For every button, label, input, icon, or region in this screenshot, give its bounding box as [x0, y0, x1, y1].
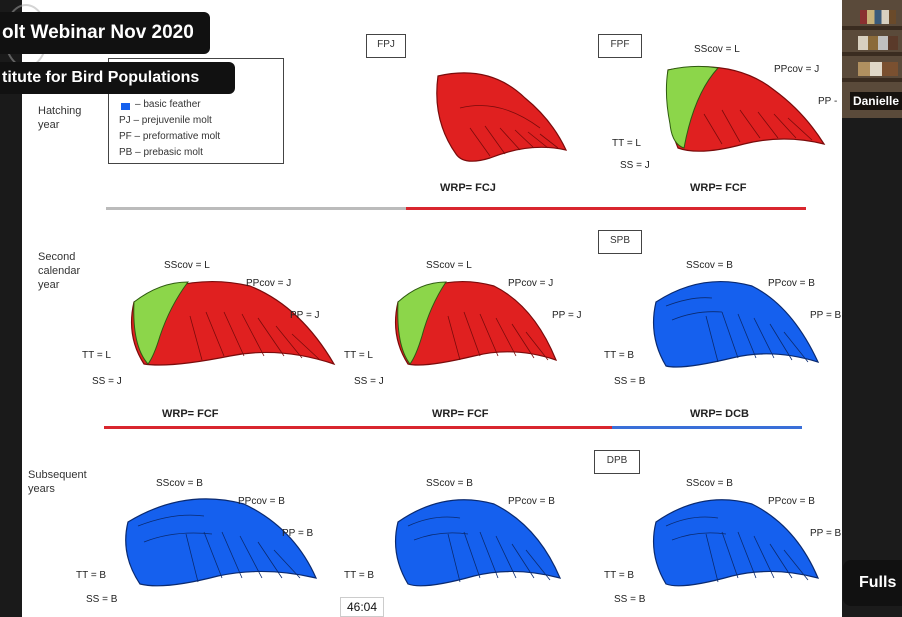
- wing-second-year-mixed-1: [130, 280, 336, 366]
- label-tt-fpf: TT = L: [612, 138, 641, 149]
- divider-gray: [106, 207, 406, 210]
- video-timecode: 46:04: [340, 597, 385, 617]
- label-tt-2y1: TT = L: [82, 350, 111, 361]
- wing-subsequent-blue-2: [394, 499, 562, 587]
- wrp-fcf-3: WRP= FCF: [432, 408, 489, 420]
- legend-item-basic: – basic feather: [135, 99, 201, 110]
- books: [860, 10, 896, 24]
- organization-overlay: titute for Bird Populations: [0, 62, 235, 94]
- label-pp-2y1: PP = J: [290, 310, 320, 321]
- label-pp-2y2: PP = J: [552, 310, 582, 321]
- label-tt-sub1: TT = B: [76, 570, 107, 581]
- row-label-hatching-year: Hatching year: [38, 105, 82, 131]
- bookshelf-shelf: [842, 52, 902, 56]
- label-ppcov-2y2: PPcov = J: [508, 278, 554, 289]
- wrp-fcf-1: WRP= FCF: [690, 182, 747, 194]
- row-label-second-calendar-year: Second calendar year: [38, 251, 81, 291]
- wrp-fcj: WRP= FCJ: [440, 182, 496, 194]
- label-sscov-sub1: SScov = B: [156, 478, 203, 489]
- row-label-subsequent-years: Subsequent years: [28, 469, 87, 495]
- label-sscov-2y1: SScov = L: [164, 260, 210, 271]
- wing-spb-blue: [652, 281, 820, 368]
- divider-red-2: [104, 426, 612, 429]
- participant-name-label: Danielle: [849, 92, 902, 110]
- bookshelf-shelf: [842, 26, 902, 30]
- wrp-dcb: WRP= DCB: [690, 408, 749, 420]
- label-ppcov-sub1: PPcov = B: [238, 496, 285, 507]
- label-sscov-spb: SScov = B: [686, 260, 733, 271]
- label-pp-dpb: PP = B: [810, 528, 842, 539]
- wing-fpj-red: [436, 72, 568, 162]
- label-ss-spb: SS = B: [614, 376, 646, 387]
- label-pp-spb: PP = B: [810, 310, 842, 321]
- legend-blue-swatch: [121, 103, 130, 110]
- books: [858, 62, 898, 76]
- legend-item-pb: PB – prebasic molt: [119, 147, 203, 158]
- label-ppcov-fpf: PPcov = J: [774, 64, 820, 75]
- label-tt-sub2: TT = B: [344, 570, 375, 581]
- stage-dpb: DPB: [594, 450, 640, 474]
- stage-fpf: FPF: [598, 34, 642, 58]
- label-ss-2y2: SS = J: [354, 376, 384, 387]
- stage-spb: SPB: [598, 230, 642, 254]
- label-ppcov-sub2: PPcov = B: [508, 496, 555, 507]
- label-ss-2y1: SS = J: [92, 376, 122, 387]
- stage-fpj: FPJ: [366, 34, 406, 58]
- label-sscov-2y2: SScov = L: [426, 260, 472, 271]
- label-sscov-sub2: SScov = B: [426, 478, 473, 489]
- label-pp-sub1: PP = B: [282, 528, 314, 539]
- label-ss-sub1: SS = B: [86, 594, 118, 605]
- legend-item-pf: PF – preformative molt: [119, 131, 221, 142]
- wing-subsequent-blue-3: [652, 499, 820, 587]
- legend-item-pj: PJ – prejuvenile molt: [119, 115, 212, 126]
- wrp-fcf-2: WRP= FCF: [162, 408, 219, 420]
- label-sscov-dpb: SScov = B: [686, 478, 733, 489]
- participant-video-tile[interactable]: Danielle: [842, 0, 902, 118]
- divider-red-1: [406, 207, 806, 210]
- wing-second-year-mixed-2: [394, 281, 558, 366]
- divider-blue: [612, 426, 802, 429]
- webinar-title-overlay: olt Webinar Nov 2020: [0, 12, 210, 54]
- label-ppcov-spb: PPcov = B: [768, 278, 815, 289]
- bookshelf-shelf: [842, 78, 902, 82]
- wing-fpf-mixed: [665, 65, 826, 152]
- label-tt-2y2: TT = L: [344, 350, 373, 361]
- label-sscov-fpf: SScov = L: [694, 44, 740, 55]
- label-tt-dpb: TT = B: [604, 570, 635, 581]
- wing-subsequent-blue-1: [125, 498, 318, 587]
- label-pp-fpf: PP -: [818, 96, 838, 107]
- label-tt-spb: TT = B: [604, 350, 635, 361]
- label-ppcov-dpb: PPcov = B: [768, 496, 815, 507]
- fullscreen-button[interactable]: Fulls: [843, 560, 902, 606]
- label-ss-fpf: SS = J: [620, 160, 650, 171]
- books: [858, 36, 898, 50]
- label-ss-dpb: SS = B: [614, 594, 646, 605]
- label-ppcov-2y1: PPcov = J: [246, 278, 292, 289]
